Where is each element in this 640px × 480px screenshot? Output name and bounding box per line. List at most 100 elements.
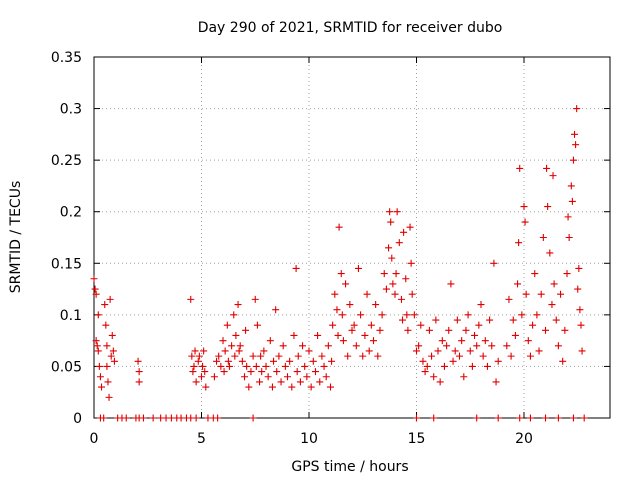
data-point <box>573 105 581 113</box>
data-point <box>421 368 429 376</box>
data-point <box>359 352 367 360</box>
data-point <box>200 347 208 355</box>
data-point <box>399 316 407 324</box>
data-point <box>367 321 375 329</box>
data-point <box>490 259 498 267</box>
data-point <box>407 259 415 267</box>
data-point <box>486 316 494 324</box>
data-point <box>303 373 311 381</box>
data-point <box>404 326 412 334</box>
data-point <box>466 347 474 355</box>
data-point <box>477 301 485 309</box>
data-point <box>458 337 466 345</box>
data-point <box>568 197 576 205</box>
data-point <box>134 357 142 365</box>
data-point <box>286 357 294 365</box>
data-point <box>318 352 326 360</box>
data-point <box>378 311 386 319</box>
data-point <box>549 172 557 180</box>
data-point <box>101 301 109 309</box>
data-point <box>473 414 481 422</box>
data-point <box>348 326 356 334</box>
data-point <box>339 337 347 345</box>
data-point <box>481 337 489 345</box>
data-point <box>194 357 202 365</box>
data-point <box>526 352 534 360</box>
data-point <box>565 234 573 241</box>
data-point <box>572 141 580 149</box>
data-point <box>346 301 354 309</box>
data-point <box>520 203 528 211</box>
data-point <box>397 295 405 303</box>
data-point <box>217 362 225 370</box>
data-point <box>107 352 115 360</box>
data-point <box>443 342 451 350</box>
data-point <box>221 347 229 355</box>
data-point <box>266 337 274 345</box>
y-tick-label: 0.15 <box>51 256 82 272</box>
data-point <box>522 290 530 298</box>
data-point <box>515 239 523 247</box>
data-point <box>232 331 240 339</box>
data-point <box>413 347 420 355</box>
data-point <box>292 264 300 272</box>
data-point <box>256 378 264 386</box>
data-point <box>575 264 583 272</box>
data-point <box>90 275 98 283</box>
data-point <box>277 378 285 386</box>
data-point <box>331 290 339 298</box>
data-point <box>546 249 554 257</box>
data-point <box>395 239 403 247</box>
y-tick-label: 0.3 <box>60 102 82 118</box>
data-point <box>316 378 324 386</box>
data-point <box>543 164 551 172</box>
data-point <box>567 182 575 190</box>
data-point <box>350 321 358 329</box>
data-point <box>453 316 461 324</box>
data-point <box>105 393 113 401</box>
data-point <box>578 347 586 355</box>
data-point <box>548 301 556 309</box>
data-point <box>357 311 365 319</box>
y-tick-label: 0.35 <box>51 50 82 66</box>
data-point <box>524 337 532 345</box>
data-point <box>542 414 549 422</box>
data-point <box>230 311 238 319</box>
data-point <box>410 311 418 319</box>
data-point <box>509 316 517 324</box>
data-point <box>231 352 239 360</box>
data-point <box>309 357 317 365</box>
data-point <box>400 228 408 236</box>
data-point <box>419 357 427 365</box>
data-point <box>94 347 102 355</box>
data-point <box>389 280 397 288</box>
data-point <box>122 414 130 422</box>
x-tick-label: 15 <box>408 431 426 447</box>
data-point <box>92 337 100 345</box>
data-point <box>402 275 410 283</box>
data-point <box>329 321 337 329</box>
data-point <box>494 414 502 422</box>
data-point <box>262 362 270 370</box>
data-point <box>365 347 373 355</box>
data-point <box>526 414 534 422</box>
data-point <box>334 331 342 339</box>
data-point <box>236 342 244 350</box>
data-point <box>314 331 322 339</box>
data-point <box>106 295 114 303</box>
data-point <box>380 270 388 278</box>
data-point <box>187 295 195 303</box>
data-point <box>483 362 491 370</box>
data-point <box>468 362 476 370</box>
data-point <box>415 342 423 350</box>
data-point <box>252 362 260 370</box>
data-point <box>279 342 287 350</box>
data-point <box>190 362 198 370</box>
data-point <box>391 290 399 298</box>
data-point <box>93 342 101 350</box>
data-point <box>521 218 529 226</box>
data-point <box>139 414 147 422</box>
chart-title: Day 290 of 2021, SRMTID for receiver dub… <box>198 20 503 36</box>
data-point <box>492 378 500 386</box>
data-point <box>507 352 515 360</box>
